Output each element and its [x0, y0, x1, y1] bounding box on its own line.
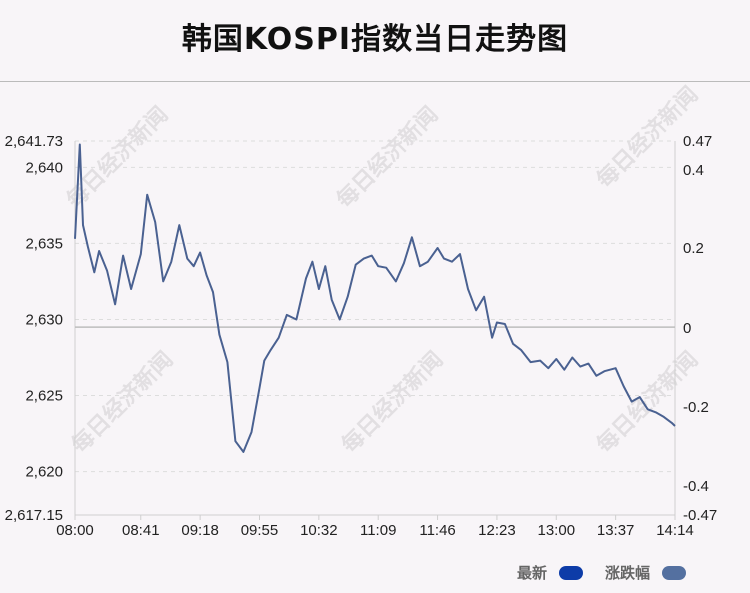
x-tick-label: 13:37: [597, 522, 635, 539]
x-tick-label: 10:32: [300, 522, 338, 539]
legend-label-change: 涨跌幅: [604, 564, 650, 582]
legend-swatch-latest: [558, 565, 583, 580]
y-right-tick-label: 0.4: [683, 162, 704, 179]
y-left-tick-label: 2,625: [25, 388, 63, 405]
legend-label-latest: 最新: [516, 564, 547, 582]
y-left-tick-label: 2,630: [25, 311, 63, 328]
y-right-tick-label: -0.47: [683, 507, 717, 524]
series-line-latest: [74, 143, 676, 453]
x-tick-label: 14:14: [656, 522, 694, 539]
x-tick-label: 11:46: [419, 522, 455, 539]
y-right-tick-label: 0: [683, 320, 691, 337]
title-divider: [0, 81, 750, 82]
legend-swatch-change: [662, 565, 686, 580]
y-right-tick-label: -0.4: [683, 478, 709, 495]
y-right-tick-label: 0.47: [683, 133, 712, 150]
x-tick-label: 08:00: [56, 522, 94, 539]
y-left-tick-label: 2,617.15: [5, 507, 63, 524]
x-tick-label: 12:23: [478, 522, 516, 539]
y-left-tick-label: 2,620: [25, 464, 63, 481]
y-right-tick-label: -0.2: [683, 399, 709, 416]
legend: 最新 涨跌幅: [517, 562, 686, 583]
chart-title: 韩国KOSPI指数当日走势图: [181, 22, 569, 57]
y-left-tick-label: 2,640: [25, 159, 63, 176]
x-tick-label: 09:18: [181, 522, 219, 539]
y-right-tick-label: 0.2: [683, 240, 704, 257]
y-left-tick-label: 2,641.73: [5, 133, 63, 150]
x-tick-label: 09:55: [241, 522, 279, 539]
y-left-tick-label: 2,635: [25, 235, 63, 252]
x-tick-label: 13:00: [538, 522, 576, 539]
x-tick-label: 11:09: [360, 522, 396, 539]
x-tick-label: 08:41: [122, 522, 160, 539]
